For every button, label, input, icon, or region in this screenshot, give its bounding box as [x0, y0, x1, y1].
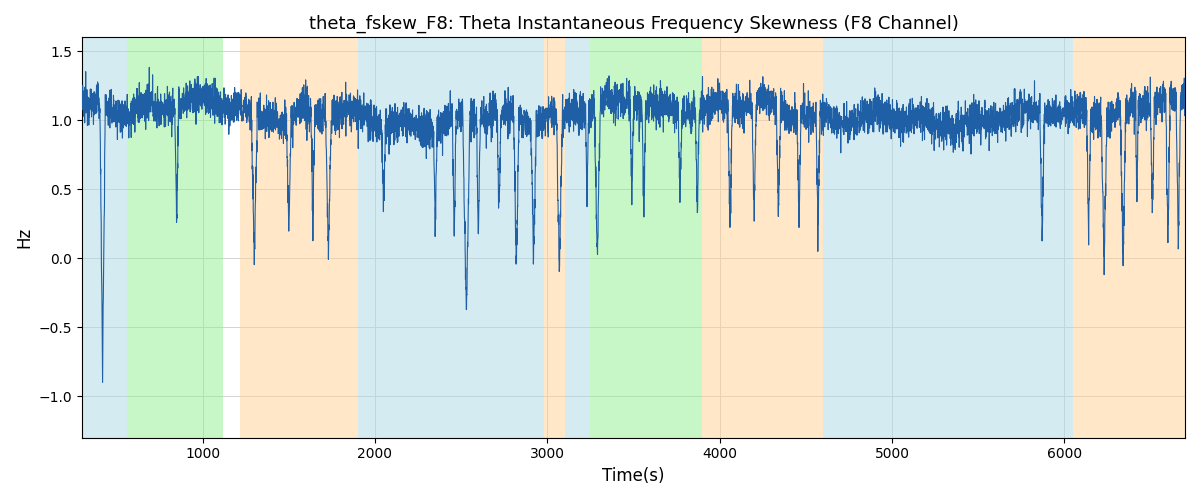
Bar	[127, 38, 223, 438]
Bar	[823, 38, 1073, 438]
Bar	[240, 38, 358, 438]
Y-axis label: Hz: Hz	[14, 227, 32, 248]
Bar	[1073, 38, 1184, 438]
Bar	[82, 38, 127, 438]
Bar	[544, 38, 564, 438]
Bar	[564, 38, 590, 438]
X-axis label: Time(s): Time(s)	[602, 467, 665, 485]
Title: theta_fskew_F8: Theta Instantaneous Frequency Skewness (F8 Channel): theta_fskew_F8: Theta Instantaneous Freq…	[308, 15, 959, 34]
Bar	[590, 38, 702, 438]
Bar	[702, 38, 823, 438]
Bar	[358, 38, 544, 438]
